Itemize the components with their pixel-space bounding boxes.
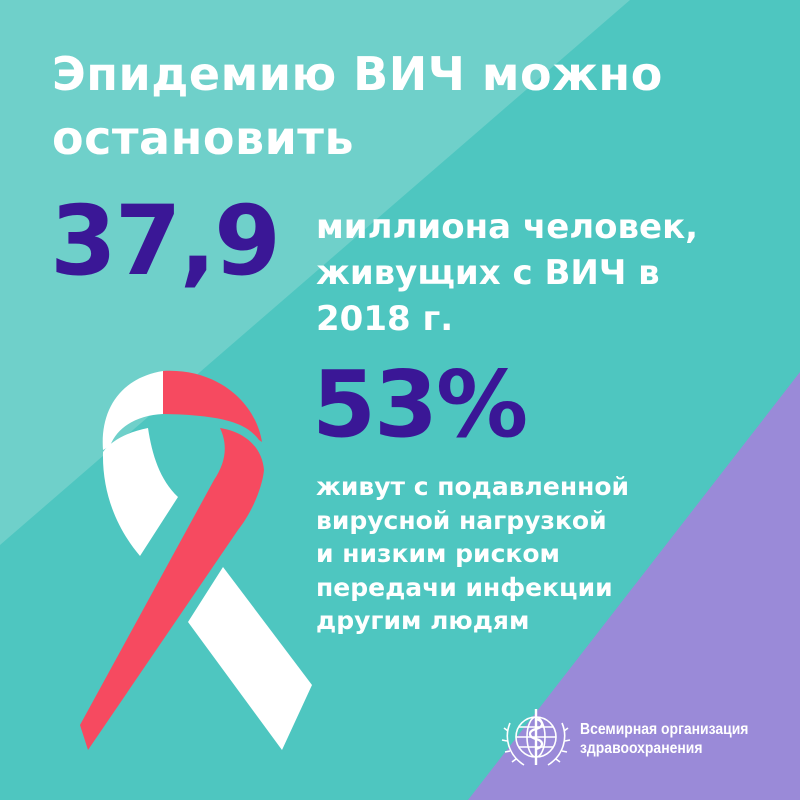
who-name-line: Всемирная организация [580,721,749,738]
purple-corner [468,372,800,800]
text-line: и низким риском [316,539,560,568]
stat-suppressed-percent: 53% [312,351,528,458]
stat-people-description: миллиона человек, живущих с ВИЧ в 2018 г… [316,204,698,342]
text-line: живут с подавленной [316,472,630,501]
who-emblem-icon [501,709,571,766]
stat-suppressed-description: живут с подавленной вирусной нагрузкой и… [316,470,629,638]
ribbon-icon [80,370,312,750]
text-line: передачи инфекции [316,572,613,602]
headline-line: Эпидемию ВИЧ можно [52,47,663,101]
text-line: другим людям [316,606,530,635]
text-line: вирусной нагрузкой [316,505,607,535]
who-name-line: здравоохранения [580,740,703,757]
text-line: 2018 г. [316,299,454,339]
headline-line: остановить [52,111,355,165]
text-line: живущих с ВИЧ в [316,253,660,293]
stat-people-living-with-hiv: 37,9 [50,185,281,297]
who-logo: Всемирная организация здравоохранения [500,705,767,773]
text-line: миллиона человек, [316,207,699,247]
headline: Эпидемию ВИЧ можно остановить [52,42,663,170]
who-name: Всемирная организация здравоохранения [580,720,748,758]
